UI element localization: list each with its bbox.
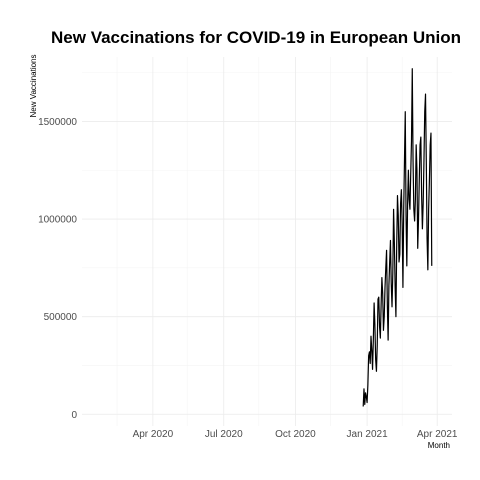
chart-title: New Vaccinations for COVID-19 in Europea… xyxy=(51,28,461,47)
y-tick-label-2: 1000000 xyxy=(38,215,77,226)
y-tick-label-0: 0 xyxy=(71,410,77,421)
x-tick-label-0: Apr 2020 xyxy=(133,429,174,440)
y-tick-label-3: 1500000 xyxy=(38,117,77,128)
x-tick-label-2: Oct 2020 xyxy=(275,429,316,440)
x-tick-label-3: Jan 2021 xyxy=(347,429,389,440)
x-axis-tick-labels: Apr 2020 Jul 2020 Oct 2020 Jan 2021 Apr 2021 xyxy=(133,429,458,440)
x-axis-label: Month xyxy=(428,441,450,450)
y-axis-tick-labels: 0 500000 1000000 1500000 xyxy=(38,117,77,421)
major-gridlines-x xyxy=(152,57,438,426)
series-group xyxy=(362,68,433,407)
x-tick-label-1: Jul 2020 xyxy=(205,429,243,440)
x-tick-label-4: Apr 2021 xyxy=(417,429,458,440)
major-gridlines-y xyxy=(82,121,452,415)
minor-gridlines-x xyxy=(116,57,403,426)
y-tick-label-1: 500000 xyxy=(44,312,78,323)
series-line-0 xyxy=(362,68,433,407)
y-axis-label: New Vaccinations xyxy=(29,55,38,118)
minor-gridlines-y xyxy=(82,72,452,366)
